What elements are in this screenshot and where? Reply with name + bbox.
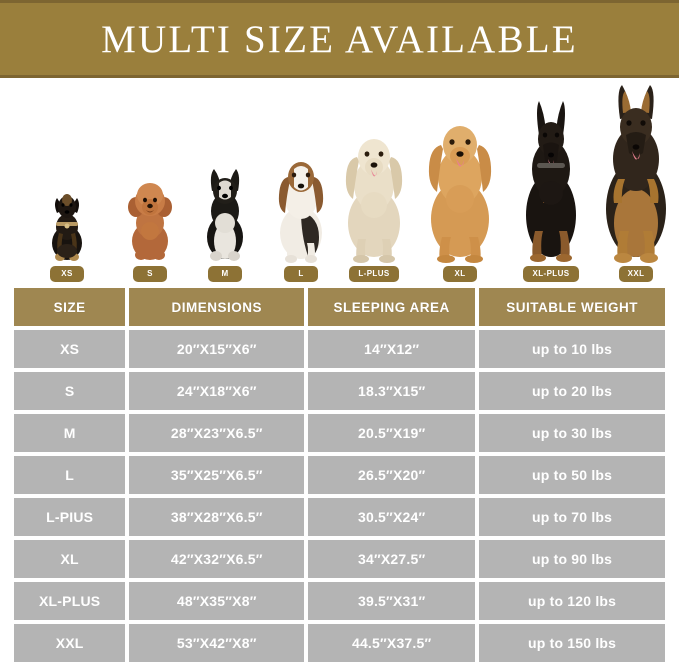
size-badge-xl-plus: XL-PLUS — [523, 266, 579, 282]
dog-lineup: XS S — [0, 80, 679, 282]
size-badge-s: S — [133, 266, 167, 282]
cell-size: XL — [14, 540, 126, 578]
column-header-size: SIZE — [14, 288, 126, 326]
size-badge-l-plus: L-PLUS — [349, 266, 399, 282]
cell-size: XXL — [14, 624, 126, 662]
cell-sleeping-area: 18.3″X15″ — [308, 372, 476, 410]
size-badge-m: M — [208, 266, 242, 282]
cell-sleeping-area: 14″X12″ — [308, 330, 476, 368]
cell-dimensions: 38″X28″X6.5″ — [129, 498, 305, 536]
cell-sleeping-area: 39.5″X31″ — [308, 582, 476, 620]
cell-suitable-weight: up to 10 lbs — [479, 330, 665, 368]
table-row: S 24″X18″X6″ 18.3″X15″ up to 20 lbs — [14, 372, 665, 410]
cell-dimensions: 24″X18″X6″ — [129, 372, 305, 410]
cell-size: XS — [14, 330, 126, 368]
column-header-sleeping-area: SLEEPING AREA — [308, 288, 476, 326]
dog-slot-xxl: XXL — [594, 83, 678, 282]
cell-dimensions: 28″X23″X6.5″ — [129, 414, 305, 452]
table-row: XL 42″X32″X6.5″ 34″X27.5″ up to 90 lbs — [14, 540, 665, 578]
cell-size: L — [14, 456, 126, 494]
title-banner: MULTI SIZE AVAILABLE — [0, 0, 679, 78]
dog-slot-xl-plus: XL-PLUS — [505, 97, 597, 282]
golden-retriever-icon — [428, 126, 492, 263]
cell-sleeping-area: 26.5″X20″ — [308, 456, 476, 494]
size-table: SIZE DIMENSIONS SLEEPING AREA SUITABLE W… — [14, 288, 665, 662]
cell-suitable-weight: up to 120 lbs — [479, 582, 665, 620]
cell-suitable-weight: up to 150 lbs — [479, 624, 665, 662]
table-row: L 35″X25″X6.5″ 26.5″X20″ up to 50 lbs — [14, 456, 665, 494]
column-header-suitable-weight: SUITABLE WEIGHT — [479, 288, 665, 326]
french-bulldog-icon — [207, 169, 243, 261]
column-header-dimensions: DIMENSIONS — [129, 288, 305, 326]
cell-dimensions: 20″X15″X6″ — [129, 330, 305, 368]
table-row: L-PIUS 38″X28″X6.5″ 30.5″X24″ up to 70 l… — [14, 498, 665, 536]
beagle-icon — [278, 162, 324, 263]
cell-sleeping-area: 20.5″X19″ — [308, 414, 476, 452]
cell-dimensions: 48″X35″X8″ — [129, 582, 305, 620]
cell-dimensions: 53″X42″X8″ — [129, 624, 305, 662]
table-row: XL-PLUS 48″X35″X8″ 39.5″X31″ up to 120 l… — [14, 582, 665, 620]
cell-size: S — [14, 372, 126, 410]
dog-slot-xs: XS — [32, 181, 102, 282]
size-badge-xxl: XXL — [618, 266, 654, 282]
cell-suitable-weight: up to 50 lbs — [479, 456, 665, 494]
cell-size: M — [14, 414, 126, 452]
german-shepherd-icon — [606, 85, 666, 263]
cell-sleeping-area: 30.5″X24″ — [308, 498, 476, 536]
table-row: M 28″X23″X6.5″ 20.5″X19″ up to 30 lbs — [14, 414, 665, 452]
table-row: XS 20″X15″X6″ 14″X12″ up to 10 lbs — [14, 330, 665, 368]
cell-suitable-weight: up to 70 lbs — [479, 498, 665, 536]
dog-slot-xl: XL — [415, 107, 505, 282]
cell-suitable-weight: up to 90 lbs — [479, 540, 665, 578]
doberman-icon — [526, 101, 576, 262]
cell-size: L-PIUS — [14, 498, 126, 536]
dog-slot-m: M — [185, 159, 265, 282]
cell-sleeping-area: 44.5″X37.5″ — [308, 624, 476, 662]
table-header-row: SIZE DIMENSIONS SLEEPING AREA SUITABLE W… — [14, 288, 665, 326]
dog-slot-l: L — [258, 141, 344, 282]
dog-slot-s: S — [112, 171, 188, 282]
poodle-icon — [128, 183, 172, 260]
golden-retriever-cream-icon — [345, 139, 403, 263]
cell-suitable-weight: up to 20 lbs — [479, 372, 665, 410]
cell-dimensions: 35″X25″X6.5″ — [129, 456, 305, 494]
cell-size: XL-PLUS — [14, 582, 126, 620]
size-badge-l: L — [284, 266, 318, 282]
page-title: MULTI SIZE AVAILABLE — [101, 17, 578, 61]
dog-slot-l-plus: L-PLUS — [330, 119, 418, 282]
size-badge-xs: XS — [50, 266, 84, 282]
cell-sleeping-area: 34″X27.5″ — [308, 540, 476, 578]
size-badge-xl: XL — [443, 266, 477, 282]
cell-suitable-weight: up to 30 lbs — [479, 414, 665, 452]
dachshund-icon — [52, 194, 82, 261]
table-row: XXL 53″X42″X8″ 44.5″X37.5″ up to 150 lbs — [14, 624, 665, 662]
cell-dimensions: 42″X32″X6.5″ — [129, 540, 305, 578]
